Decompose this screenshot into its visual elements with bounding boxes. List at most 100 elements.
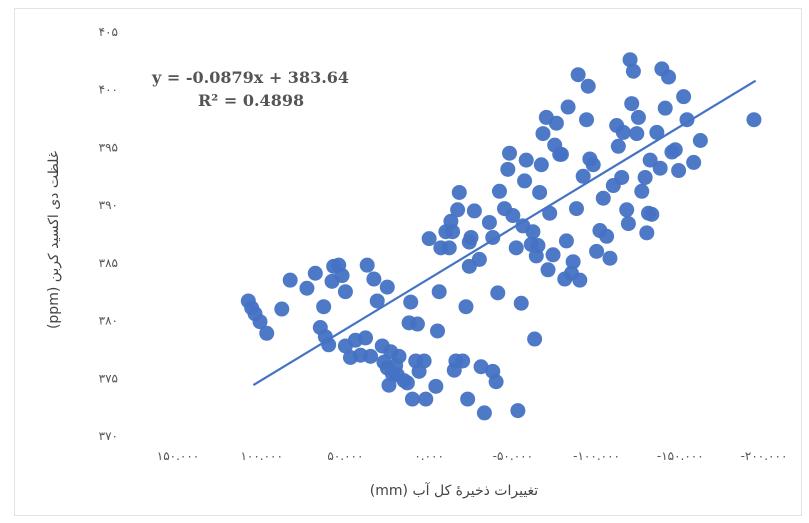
data-point — [252, 314, 268, 330]
data-point — [391, 348, 407, 364]
data-point — [625, 63, 641, 79]
y-tick-label: ۳۷۰ — [99, 429, 118, 443]
y-tick-label: ۳۸۰ — [99, 314, 118, 328]
x-tick-label: ۵۰.۰۰۰ — [327, 449, 363, 463]
data-point — [460, 391, 476, 407]
data-point — [565, 254, 581, 270]
data-point — [580, 78, 596, 94]
data-point — [676, 89, 692, 105]
data-point — [532, 184, 548, 200]
data-point — [575, 168, 591, 184]
data-point — [572, 272, 588, 288]
data-point — [661, 69, 677, 85]
data-point — [602, 250, 618, 266]
x-axis-ticks: ۱۵۰.۰۰۰ ۱۰۰.۰۰۰ ۵۰.۰۰۰ ۰.۰۰۰ -۵۰.۰۰۰ -۱۰۰.۰۰۰… — [157, 449, 788, 463]
y-axis-ticks: ۳۷۰ ۳۷۵ ۳۸۰ ۳۸۵ ۳۹۰ ۳۹۵ ۴۰۰ ۴۰۵ — [99, 25, 118, 443]
data-point — [379, 279, 395, 295]
data-point — [535, 126, 551, 142]
data-point — [692, 133, 708, 149]
data-point — [334, 268, 350, 284]
data-point — [579, 112, 595, 128]
data-point — [639, 225, 655, 241]
data-point — [620, 216, 636, 232]
data-point — [533, 157, 549, 173]
data-point — [491, 183, 507, 199]
data-point — [466, 203, 482, 219]
data-point — [451, 184, 467, 200]
y-tick-label: ۳۹۵ — [99, 140, 118, 154]
data-point — [381, 377, 397, 393]
data-point — [630, 109, 646, 125]
data-point — [274, 301, 290, 317]
chart-frame — [14, 8, 802, 516]
data-point — [629, 126, 645, 142]
data-point — [667, 142, 683, 158]
data-point — [282, 272, 298, 288]
data-point — [542, 205, 558, 221]
data-point — [500, 161, 516, 177]
data-point — [337, 284, 353, 300]
data-point — [490, 285, 506, 301]
data-point — [624, 96, 640, 112]
x-tick-label: ۱۵۰.۰۰۰ — [157, 449, 200, 463]
data-point — [644, 206, 660, 222]
data-point — [657, 100, 673, 116]
data-point — [746, 112, 762, 128]
data-point — [363, 348, 379, 364]
data-point — [299, 280, 315, 296]
data-point — [686, 154, 702, 170]
data-point — [366, 271, 382, 287]
data-point — [316, 299, 332, 315]
data-point — [622, 52, 638, 68]
data-point — [458, 299, 474, 315]
x-tick-label: -۵۰.۰۰۰ — [493, 449, 533, 463]
data-point — [421, 231, 437, 247]
data-point — [369, 293, 385, 309]
x-axis-label: تغییرات ذخیرهٔ کل آب (mm) — [370, 482, 539, 499]
data-point — [476, 405, 492, 421]
data-point — [642, 152, 658, 168]
trendline — [252, 79, 757, 387]
data-point — [599, 228, 615, 244]
data-point — [455, 353, 471, 369]
data-point — [307, 265, 323, 281]
data-point — [473, 359, 489, 375]
trendline-equation: y = -0.0879x + 383.64 — [151, 68, 349, 87]
data-point — [637, 169, 653, 185]
trendline-r2: R² = 0.4898 — [198, 91, 304, 110]
data-point — [610, 138, 626, 154]
data-point — [409, 316, 425, 332]
data-point — [548, 115, 564, 131]
y-tick-label: ۴۰۵ — [99, 25, 118, 39]
data-point — [441, 240, 457, 256]
data-point — [545, 247, 561, 263]
data-point — [589, 243, 605, 259]
data-point — [450, 202, 466, 218]
data-point — [259, 325, 275, 341]
data-point — [463, 229, 479, 245]
data-point — [418, 391, 434, 407]
data-point — [560, 99, 576, 115]
data-point — [595, 190, 611, 206]
data-point — [553, 146, 569, 162]
data-point — [358, 330, 374, 346]
y-tick-label: ۳۹۰ — [99, 198, 118, 212]
data-point — [416, 353, 432, 369]
data-point — [530, 238, 546, 254]
data-point — [359, 257, 375, 273]
data-point — [615, 124, 631, 140]
data-points — [240, 52, 762, 421]
data-point — [471, 251, 487, 267]
y-tick-label: ۳۸۵ — [99, 256, 118, 270]
data-point — [445, 224, 461, 240]
data-point — [540, 262, 556, 278]
x-tick-label: -۱۰۰.۰۰۰ — [573, 449, 620, 463]
data-point — [513, 295, 529, 311]
data-point — [649, 124, 665, 140]
data-point — [619, 202, 635, 218]
data-point — [488, 374, 504, 390]
data-point — [430, 323, 446, 339]
y-tick-label: ۳۷۵ — [99, 371, 118, 385]
data-point — [614, 169, 630, 185]
